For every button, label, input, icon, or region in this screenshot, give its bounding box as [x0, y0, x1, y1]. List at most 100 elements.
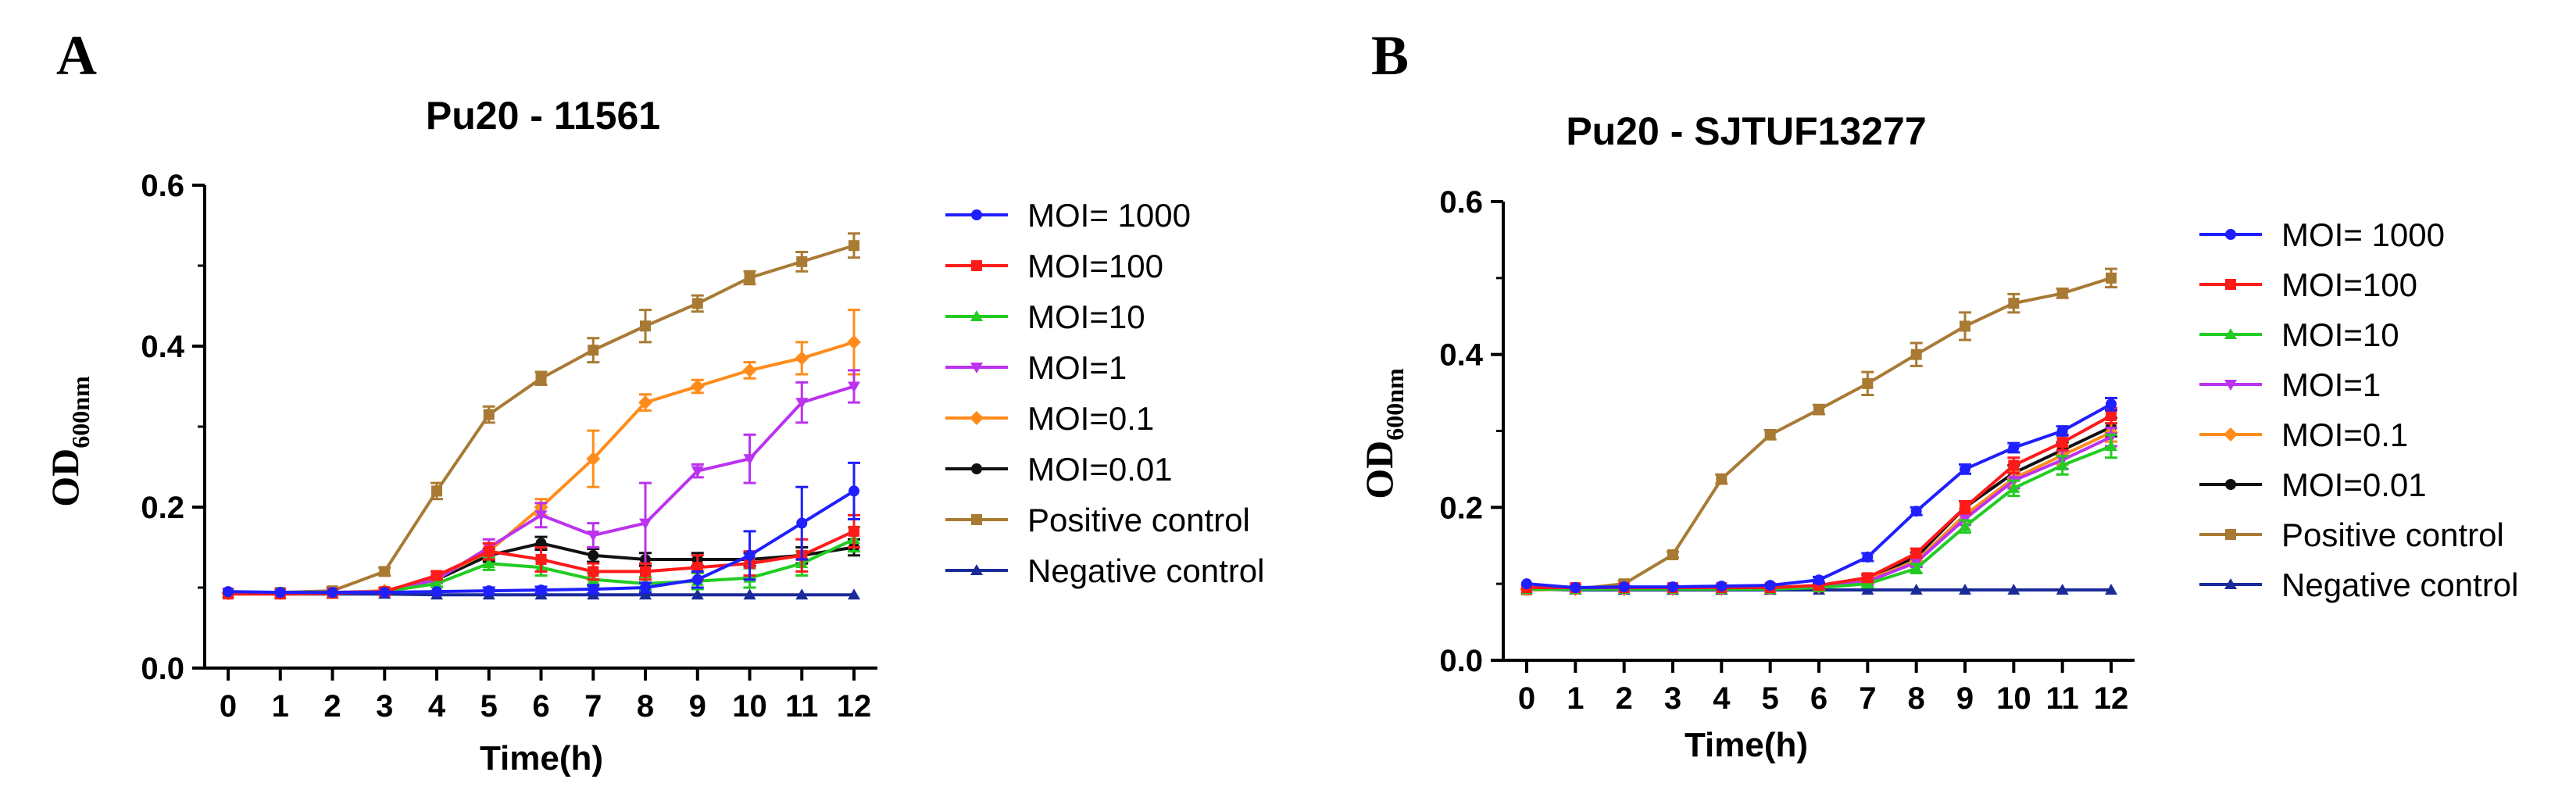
legend-item-a-5: MOI=0.01 [945, 451, 1173, 488]
data-point-b [2007, 481, 2020, 493]
legend-label: MOI=1 [2281, 366, 2381, 403]
y-tick-label-b: 0.2 [1439, 491, 1483, 525]
legend-item-a-0: MOI= 1000 [945, 197, 1191, 234]
data-point-b [1960, 320, 1970, 332]
data-point-b [1813, 574, 1824, 586]
data-point-a [483, 545, 495, 557]
x-tick-label-b: 1 [1567, 681, 1584, 716]
data-point-a [743, 454, 756, 466]
y-tick-label-a: 0.6 [141, 169, 184, 203]
data-point-b [1959, 520, 1971, 531]
legend-label: MOI=1 [1027, 349, 1127, 386]
legend-item-a-1: MOI=100 [945, 248, 1163, 284]
data-point-b [1667, 581, 1678, 593]
data-point-a [431, 485, 442, 497]
legend-swatch-marker [971, 209, 982, 220]
data-point-a [587, 531, 600, 542]
x-tick-label-b: 12 [2094, 681, 2129, 716]
panel-b: B Pu20 - SJTUF13277 OD600nm Time(h) 0.0 0… [1357, 24, 2519, 764]
x-tick-label-b: 2 [1616, 681, 1633, 716]
legend-label: Positive control [2281, 516, 2504, 553]
data-point-a [691, 466, 704, 477]
y-axis-title-b: OD600nm [1357, 368, 1409, 499]
data-point-b [1716, 581, 1727, 592]
x-tick-label-a: 0 [220, 689, 237, 724]
data-point-a [691, 298, 703, 309]
legend-swatch-marker [970, 310, 983, 321]
data-point-b [2056, 583, 2069, 595]
legend-b: MOI= 1000 MOI=100 MOI=10 MOI=1 MOI=0.1 MOI=0.… [2199, 216, 2519, 603]
data-point-b [1764, 580, 1776, 591]
series-b-0 [1521, 396, 2117, 594]
legend-swatch-marker [970, 363, 983, 373]
y-tick-label-a: 0.2 [141, 491, 184, 525]
x-tick-label-a: 10 [732, 689, 767, 724]
series-a-0 [223, 461, 860, 599]
legend-label: MOI=10 [2281, 316, 2399, 353]
legend-item-b-3: MOI=1 [2199, 366, 2381, 403]
chart-title-b: Pu20 - SJTUF13277 [1566, 109, 1926, 153]
x-tick-label-a: 9 [689, 689, 706, 724]
data-point-b [1521, 578, 1532, 590]
data-point-b [1862, 551, 1874, 563]
legend-label: MOI=100 [1027, 248, 1163, 284]
series-line-b [1527, 414, 2112, 590]
data-point-a [849, 485, 859, 497]
data-point-a [849, 240, 859, 252]
series-b-1 [1521, 406, 2117, 594]
data-point-b [2105, 583, 2117, 595]
x-tick-label-a: 2 [323, 689, 341, 724]
legend-label: Negative control [2281, 566, 2519, 603]
y-axis-title-main-a: OD [43, 449, 87, 507]
data-point-a [586, 452, 601, 466]
legend-item-b-0: MOI= 1000 [2199, 216, 2445, 253]
data-point-a [483, 585, 495, 597]
y-axis-title-sub-b: 600nm [1381, 368, 1409, 441]
x-tick-label-b: 10 [1996, 681, 2031, 716]
data-point-a [535, 538, 547, 549]
x-tick-label-b: 7 [1859, 681, 1876, 716]
data-point-a [379, 587, 391, 599]
data-point-b [1618, 581, 1630, 593]
data-point-b [2106, 272, 2117, 284]
legend-label: MOI= 1000 [2281, 216, 2445, 253]
x-tick-label-b: 3 [1664, 681, 1681, 716]
y-axis-title-sub-a: 600nm [66, 376, 95, 449]
legend-label: MOI=0.01 [2281, 466, 2427, 503]
data-point-a [431, 570, 442, 581]
data-point-b [2056, 437, 2068, 449]
data-point-a [742, 363, 757, 377]
panel-letter-a: A [56, 24, 97, 87]
legend-label: MOI=0.01 [1027, 451, 1173, 488]
legend-swatch-marker [2225, 279, 2236, 290]
legend-item-a-4: MOI=0.1 [945, 400, 1154, 437]
data-point-a [847, 334, 861, 349]
legend-label: MOI=10 [1027, 298, 1145, 335]
data-point-b [2007, 583, 2020, 595]
legend-label: MOI=0.1 [1027, 400, 1154, 437]
data-point-b [1861, 583, 1874, 595]
data-point-b [1570, 582, 1581, 594]
data-point-b [2008, 459, 2020, 471]
data-point-b [2105, 440, 2117, 452]
x-tick-label-b: 4 [1713, 681, 1731, 716]
axes-a: 0.00.20.40.60 1 2 3 4 5 6 7 8 9 10 11 12 [141, 169, 877, 724]
x-tick-label-b: 8 [1908, 681, 1925, 716]
data-point-a [588, 549, 599, 561]
x-tick-label-a: 4 [428, 689, 446, 724]
legend-item-b-7: Negative control [2199, 566, 2519, 603]
data-point-b [2008, 298, 2020, 309]
data-point-a [223, 586, 234, 598]
legend-swatch-marker [971, 514, 982, 525]
series-b-3 [1520, 427, 2117, 596]
data-point-b [1667, 549, 1678, 560]
y-tick-label-b: 0.6 [1439, 185, 1483, 220]
data-point-a [795, 588, 809, 600]
data-point-a [483, 409, 495, 420]
data-point-b [1960, 463, 1970, 475]
data-point-b [1910, 562, 1923, 574]
data-point-b [1862, 377, 1874, 389]
data-point-a [795, 398, 809, 409]
legend-a: MOI= 1000 MOI=100 MOI=10 MOI=1 MOI=0.1 MOI=0.… [945, 197, 1265, 589]
